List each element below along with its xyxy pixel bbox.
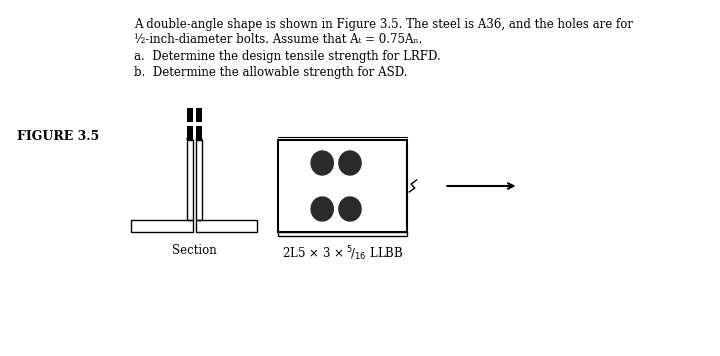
Text: 2L5 $\times$ 3 $\times$ $^5\!/_{16}$ LLBB: 2L5 $\times$ 3 $\times$ $^5\!/_{16}$ LLB… (282, 244, 403, 263)
Circle shape (311, 197, 333, 221)
Text: ½-inch-diameter bolts. Assume that Aₜ = 0.75Aₙ.: ½-inch-diameter bolts. Assume that Aₜ = … (134, 33, 423, 46)
Bar (197, 140, 202, 220)
Bar (187, 140, 192, 220)
Bar (278, 140, 408, 232)
Bar (187, 126, 192, 140)
Text: a.  Determine the design tensile strength for LRFD.: a. Determine the design tensile strength… (134, 50, 441, 63)
Bar (197, 126, 202, 140)
Circle shape (339, 197, 361, 221)
Text: A double-angle shape is shown in Figure 3.5. The steel is A36, and the holes are: A double-angle shape is shown in Figure … (134, 18, 634, 31)
Bar (187, 108, 192, 122)
Text: Section: Section (172, 244, 217, 257)
Bar (132, 220, 192, 232)
Text: b.  Determine the allowable strength for ASD.: b. Determine the allowable strength for … (134, 66, 408, 79)
Bar (197, 220, 257, 232)
Circle shape (339, 151, 361, 175)
Bar (197, 108, 202, 122)
Bar (278, 232, 408, 236)
Circle shape (311, 151, 333, 175)
Text: FIGURE 3.5: FIGURE 3.5 (17, 130, 99, 143)
